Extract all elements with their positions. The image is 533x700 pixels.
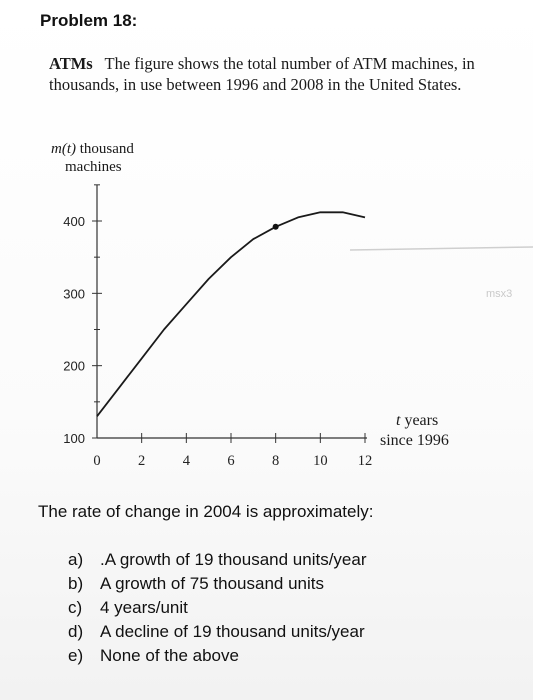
- option-text: None of the above: [100, 646, 239, 665]
- intro-text: The figure shows the total number of ATM…: [49, 54, 475, 94]
- x-tick-label: 4: [183, 453, 191, 469]
- x-tick-label: 8: [272, 453, 279, 469]
- y-axis-label-line2: machines: [65, 159, 122, 175]
- y-axis-variable: m(t): [51, 141, 76, 157]
- option-text: A decline of 19 thousand units/year: [100, 622, 365, 641]
- y-tick-label: 300: [63, 286, 85, 301]
- option-b[interactable]: b) A growth of 75 thousand units: [68, 572, 367, 596]
- option-letter: a): [68, 550, 84, 569]
- x-axis-variable: t: [396, 412, 401, 429]
- x-axis-unit: years: [400, 412, 439, 429]
- option-letter: e): [68, 646, 84, 665]
- option-a[interactable]: a) .A growth of 19 thousand units/year: [68, 548, 367, 572]
- option-e[interactable]: e) None of the above: [68, 644, 367, 668]
- x-tick-label: 6: [227, 453, 234, 469]
- x-tick-label: 12: [358, 453, 373, 469]
- series-line: [96, 211, 366, 417]
- option-letter: b): [68, 574, 84, 593]
- x-tick-label: 10: [313, 453, 328, 469]
- y-tick-label: 200: [63, 359, 85, 374]
- y-tick-label: 100: [63, 431, 85, 446]
- atm-chart: 100 200 300 400 0 2 4 6 8 10 12: [63, 184, 533, 469]
- option-letter: c): [68, 598, 83, 617]
- problem-title: Problem 18:: [40, 11, 138, 30]
- y-axis-label: m(t) thousand: [51, 141, 134, 158]
- option-letter: d): [68, 622, 84, 641]
- question-text: The rate of change in 2004 is approximat…: [38, 502, 374, 521]
- intro-lead: ATMs: [49, 54, 93, 73]
- x-tick-label: 2: [138, 453, 145, 469]
- problem-intro: ATMs The figure shows the total number o…: [49, 53, 521, 95]
- answer-options: a) .A growth of 19 thousand units/year b)…: [68, 548, 367, 668]
- watermark: msx3: [486, 288, 513, 300]
- x-axis-label-line2: since 1996: [380, 432, 449, 449]
- option-text: A growth of 75 thousand units: [100, 574, 324, 593]
- option-text: 4 years/unit: [100, 598, 188, 617]
- y-tick-label: 400: [63, 214, 85, 229]
- option-d[interactable]: d) A decline of 19 thousand units/year: [68, 620, 367, 644]
- x-tick-label: 0: [93, 453, 100, 469]
- x-axis-label: t years: [396, 412, 438, 430]
- background-grey-line: [349, 246, 533, 251]
- option-text: .A growth of 19 thousand units/year: [100, 550, 367, 569]
- data-point: [272, 223, 279, 230]
- y-axis-unit: thousand: [76, 141, 134, 157]
- option-c[interactable]: c) 4 years/unit: [68, 596, 367, 620]
